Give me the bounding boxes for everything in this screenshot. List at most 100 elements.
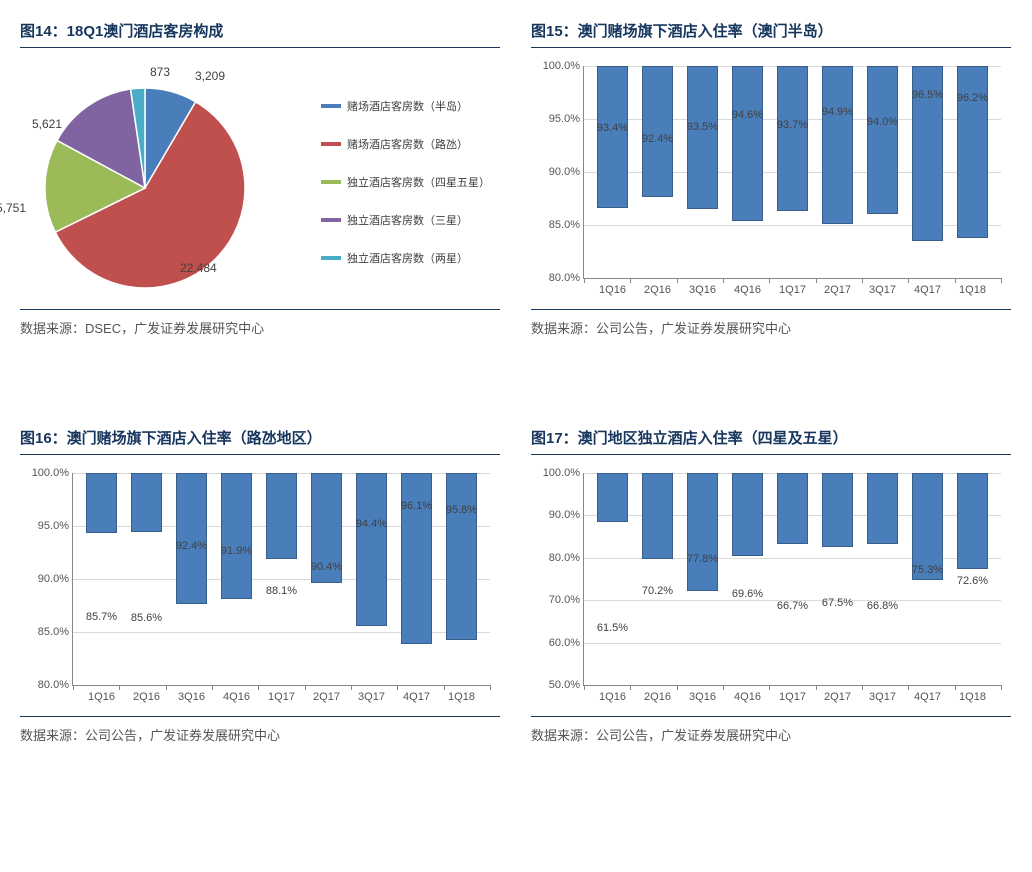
bar-value-label: 94.9% (815, 106, 860, 118)
panel-16-source: 数据来源：公司公告，广发证券发展研究中心 (20, 723, 500, 744)
x-axis-label: 1Q16 (590, 691, 635, 703)
x-axis-label: 4Q17 (905, 691, 950, 703)
bar-column: 93.5%3Q16 (680, 66, 725, 278)
y-axis-label: 100.0% (23, 467, 69, 479)
bar-value-label: 95.8% (439, 504, 484, 516)
bar (597, 473, 629, 522)
x-axis-label: 3Q16 (680, 691, 725, 703)
bar-value-label: 77.8% (680, 553, 725, 565)
legend-label: 赌场酒店客房数（半岛） (347, 98, 468, 114)
chart-grid: 图14：18Q1澳门酒店客房构成 3,20922,4845,7515,62187… (20, 20, 1012, 744)
x-axis-label: 2Q17 (815, 691, 860, 703)
x-axis-label: 1Q18 (950, 284, 995, 296)
x-axis-label: 2Q16 (124, 691, 169, 703)
bar (777, 473, 809, 544)
bar (687, 66, 719, 209)
bar-value-label: 93.4% (590, 122, 635, 134)
x-tick (444, 685, 445, 690)
x-tick (212, 685, 213, 690)
x-axis-label: 1Q16 (79, 691, 124, 703)
x-tick (630, 685, 631, 690)
bar (867, 66, 899, 214)
x-tick (1001, 685, 1002, 690)
bars-container: 61.5%1Q1670.2%2Q1677.8%3Q1669.6%4Q1666.7… (584, 473, 1001, 685)
legend-label: 独立酒店客房数（四星五星） (347, 174, 490, 190)
bar-column: 96.2%1Q18 (950, 66, 995, 278)
bar-value-label: 61.5% (590, 622, 635, 634)
panel-16-title: 图16：澳门赌场旗下酒店入住率（路氹地区） (20, 427, 500, 455)
panel-15-chart: 80.0%85.0%90.0%95.0%100.0%93.4%1Q1692.4%… (531, 58, 1011, 310)
bar (266, 473, 298, 559)
bar-column: 85.7%1Q16 (79, 473, 124, 685)
legend-swatch (321, 218, 341, 222)
panel-14-source: 数据来源：DSEC，广发证券发展研究中心 (20, 316, 500, 337)
x-tick (908, 278, 909, 283)
pie-slice-label: 873 (150, 65, 170, 79)
bar (401, 473, 433, 644)
x-tick (258, 685, 259, 690)
bar-16-frame: 80.0%85.0%90.0%95.0%100.0%85.7%1Q1685.6%… (72, 473, 490, 686)
x-axis-label: 3Q17 (860, 284, 905, 296)
bar-value-label: 70.2% (635, 585, 680, 597)
bars-container: 85.7%1Q1685.6%2Q1692.4%3Q1691.9%4Q1688.1… (73, 473, 490, 685)
bar-value-label: 72.6% (950, 575, 995, 587)
y-axis-label: 95.0% (23, 520, 69, 532)
x-axis-label: 3Q17 (349, 691, 394, 703)
x-tick (908, 685, 909, 690)
legend-item: 赌场酒店客房数（半岛） (321, 98, 490, 114)
pie-svg (40, 83, 250, 293)
x-axis-label: 4Q16 (725, 691, 770, 703)
x-tick (677, 278, 678, 283)
x-axis-label: 1Q18 (439, 691, 484, 703)
bar (732, 66, 764, 221)
x-tick (862, 278, 863, 283)
x-tick (397, 685, 398, 690)
y-axis-label: 100.0% (534, 60, 580, 72)
x-axis-label: 2Q16 (635, 284, 680, 296)
bar-column: 90.4%2Q17 (304, 473, 349, 685)
y-axis-label: 95.0% (534, 113, 580, 125)
bar-column: 94.0%3Q17 (860, 66, 905, 278)
bar-column: 94.4%3Q17 (349, 473, 394, 685)
y-axis-label: 50.0% (534, 679, 580, 691)
x-tick (677, 685, 678, 690)
bar-column: 70.2%2Q16 (635, 473, 680, 685)
y-axis-label: 80.0% (23, 679, 69, 691)
x-axis-label: 1Q18 (950, 691, 995, 703)
pie-slice-label: 5,621 (32, 117, 62, 131)
x-axis-label: 1Q17 (770, 691, 815, 703)
x-tick (723, 685, 724, 690)
bar-value-label: 94.4% (349, 518, 394, 530)
bar-value-label: 88.1% (259, 585, 304, 597)
x-axis-label: 4Q17 (394, 691, 439, 703)
bar-column: 75.3%4Q17 (905, 473, 950, 685)
x-tick (769, 685, 770, 690)
bar-column: 88.1%1Q17 (259, 473, 304, 685)
bar-column: 95.8%1Q18 (439, 473, 484, 685)
bar-value-label: 96.2% (950, 92, 995, 104)
x-tick (305, 685, 306, 690)
bar-value-label: 92.4% (169, 540, 214, 552)
panel-17: 图17：澳门地区独立酒店入住率（四星及五星） 50.0%60.0%70.0%80… (531, 427, 1011, 744)
x-tick (630, 278, 631, 283)
legend-swatch (321, 180, 341, 184)
bar-value-label: 96.1% (394, 500, 439, 512)
bar (822, 473, 854, 547)
bar-value-label: 69.6% (725, 588, 770, 600)
x-axis-label: 4Q16 (725, 284, 770, 296)
panel-17-source: 数据来源：公司公告，广发证券发展研究中心 (531, 723, 1011, 744)
panel-14-title: 图14：18Q1澳门酒店客房构成 (20, 20, 500, 48)
bar (597, 66, 629, 208)
x-axis-label: 4Q16 (214, 691, 259, 703)
panel-14: 图14：18Q1澳门酒店客房构成 3,20922,4845,7515,62187… (20, 20, 500, 337)
bar-value-label: 94.6% (725, 109, 770, 121)
pie-slice-label: 22,484 (180, 261, 217, 275)
x-tick (862, 685, 863, 690)
x-tick (490, 685, 491, 690)
bar-17-frame: 50.0%60.0%70.0%80.0%90.0%100.0%61.5%1Q16… (583, 473, 1001, 686)
pie-chart (40, 83, 250, 293)
panel-15-title: 图15：澳门赌场旗下酒店入住率（澳门半岛） (531, 20, 1011, 48)
bar-value-label: 75.3% (905, 564, 950, 576)
y-axis-label: 70.0% (534, 594, 580, 606)
bar-value-label: 96.5% (905, 89, 950, 101)
